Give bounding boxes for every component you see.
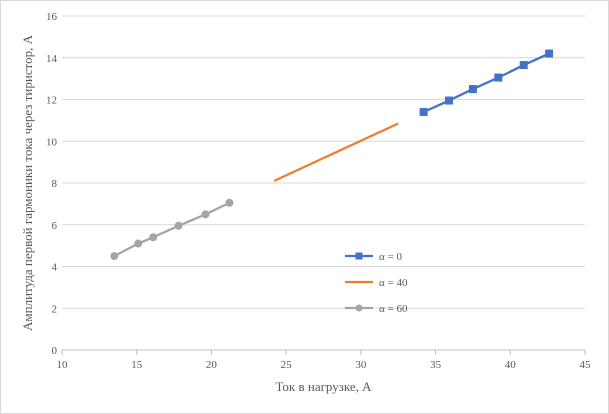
data-point xyxy=(201,210,210,219)
legend-marker xyxy=(355,304,363,312)
y-tick-label: 4 xyxy=(52,262,58,274)
x-tick-label: 25 xyxy=(281,359,293,371)
data-point xyxy=(225,198,234,207)
y-tick-label: 2 xyxy=(52,303,58,315)
legend-item: α = 60 xyxy=(345,303,408,315)
legend-item: α = 40 xyxy=(345,277,408,289)
data-point xyxy=(519,61,528,70)
x-tick-label: 15 xyxy=(131,359,143,371)
axes xyxy=(61,349,586,355)
y-tick-label: 16 xyxy=(46,11,58,23)
data-point xyxy=(149,233,158,242)
series-1 xyxy=(419,49,554,117)
x-tick-label: 30 xyxy=(355,359,367,371)
data-point xyxy=(110,252,119,261)
gridlines xyxy=(62,15,585,351)
x-tick-label: 20 xyxy=(206,359,218,371)
data-point xyxy=(545,49,554,58)
y-tick-label: 6 xyxy=(52,220,58,232)
legend-item: α = 0 xyxy=(345,251,402,263)
data-point xyxy=(468,85,477,94)
data-point xyxy=(134,239,143,248)
data-point xyxy=(174,221,183,230)
x-axis-title: Ток в нагрузке, А xyxy=(275,379,372,394)
series-2 xyxy=(273,122,399,182)
legend-marker xyxy=(355,252,363,260)
data-point xyxy=(494,73,503,82)
x-tick-label: 10 xyxy=(57,359,69,371)
legend-label: α = 60 xyxy=(379,303,408,315)
series-line xyxy=(423,52,550,114)
y-tick-label: 8 xyxy=(52,178,58,190)
x-tick-labels: 10 15 20 25 30 35 40 45 xyxy=(57,359,592,371)
y-tick-label: 0 xyxy=(52,345,58,357)
legend-label: α = 40 xyxy=(379,277,408,289)
y-tick-label: 14 xyxy=(46,53,58,65)
data-point xyxy=(445,96,454,105)
x-tick-label: 45 xyxy=(580,359,592,371)
series-line xyxy=(273,122,399,182)
y-tick-label: 12 xyxy=(46,95,57,107)
legend-label: α = 0 xyxy=(379,251,402,263)
series-line xyxy=(113,201,230,258)
y-tick-labels: 0 2 4 6 8 10 12 14 16 xyxy=(46,11,58,357)
y-axis-title: Амплитуда первой гармоники тока через ти… xyxy=(20,34,35,331)
y-tick-label: 10 xyxy=(46,136,58,148)
x-tick-label: 40 xyxy=(505,359,517,371)
data-point xyxy=(419,108,428,117)
plot-series xyxy=(110,49,554,261)
series-3 xyxy=(110,198,234,261)
x-tick-label: 35 xyxy=(430,359,442,371)
legend: α = 0 α = 40 α = 60 xyxy=(345,251,408,315)
